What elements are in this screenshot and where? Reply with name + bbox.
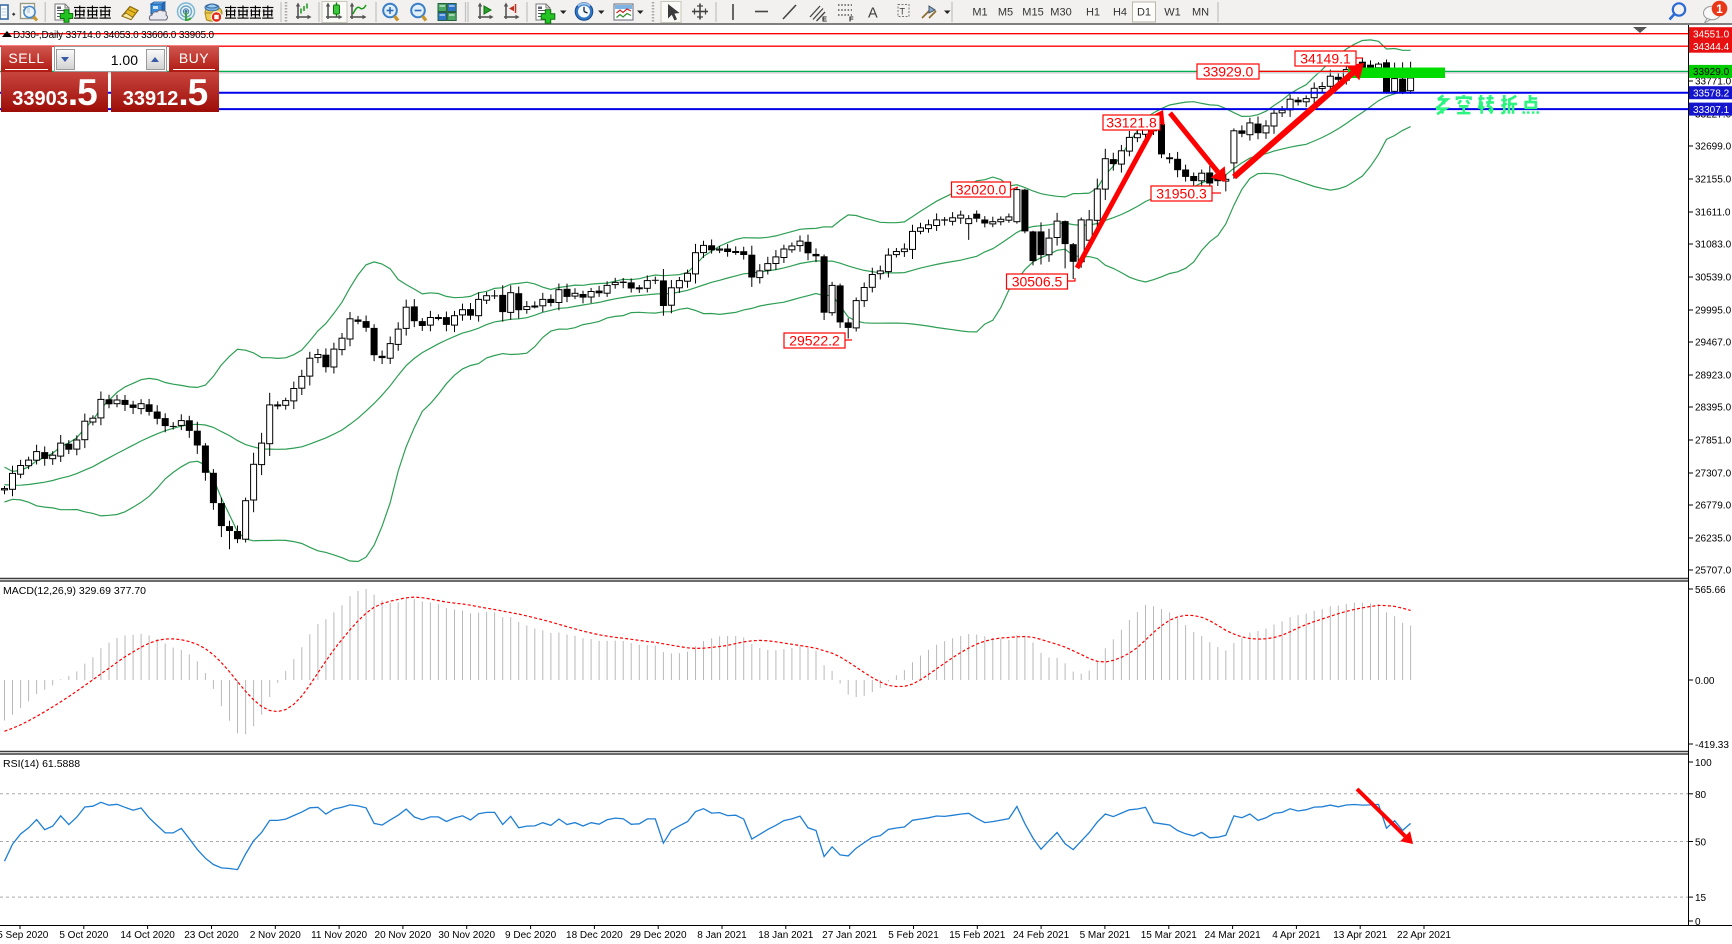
svg-text:34149.1: 34149.1 [1300, 51, 1351, 67]
svg-text:32699.0: 32699.0 [1695, 142, 1732, 153]
svg-text:31611.0: 31611.0 [1695, 208, 1731, 219]
svg-text:33771.0: 33771.0 [1695, 77, 1732, 88]
svg-text:14 Oct 2020: 14 Oct 2020 [120, 930, 175, 941]
svg-text:E: E [822, 15, 827, 24]
svg-text:29 Dec 2020: 29 Dec 2020 [630, 930, 687, 941]
svg-text:22 Apr 2021: 22 Apr 2021 [1397, 930, 1451, 941]
svg-text:H4: H4 [1113, 7, 1127, 19]
svg-text:H1: H1 [1086, 7, 1100, 19]
svg-text:33578.2: 33578.2 [1693, 88, 1730, 99]
svg-text:33307.1: 33307.1 [1693, 105, 1730, 116]
svg-text:25 Sep 2020: 25 Sep 2020 [0, 930, 49, 941]
svg-text:DJ30-,Daily 33714.0 34053.0 3: DJ30-,Daily 33714.0 34053.0 33606.0 3390… [13, 30, 215, 41]
svg-text:29522.2: 29522.2 [789, 333, 840, 349]
svg-text:MACD(12,26,9) 329.69 377.70: MACD(12,26,9) 329.69 377.70 [3, 585, 146, 597]
svg-text:18 Dec 2020: 18 Dec 2020 [566, 930, 623, 941]
svg-text:4 Apr 2021: 4 Apr 2021 [1272, 930, 1321, 941]
svg-text:A: A [868, 6, 878, 22]
svg-text:M5: M5 [998, 7, 1013, 19]
svg-text:24 Feb 2021: 24 Feb 2021 [1013, 930, 1070, 941]
svg-text:0.00: 0.00 [1695, 676, 1715, 687]
svg-text:29995.0: 29995.0 [1695, 306, 1732, 317]
svg-text:26779.0: 26779.0 [1695, 501, 1732, 512]
svg-text:27 Jan 2021: 27 Jan 2021 [822, 930, 877, 941]
svg-text:-419.33: -419.33 [1695, 740, 1729, 751]
svg-text:15 Feb 2021: 15 Feb 2021 [949, 930, 1006, 941]
svg-text:13 Apr 2021: 13 Apr 2021 [1333, 930, 1387, 941]
svg-text:28395.0: 28395.0 [1695, 403, 1732, 414]
svg-text:W1: W1 [1164, 7, 1181, 19]
svg-text:11 Nov 2020: 11 Nov 2020 [311, 930, 367, 941]
svg-text:29467.0: 29467.0 [1695, 338, 1732, 349]
svg-text:27851.0: 27851.0 [1695, 436, 1732, 447]
svg-text:26235.0: 26235.0 [1695, 534, 1732, 545]
svg-text:M1: M1 [972, 7, 987, 19]
svg-text:30506.5: 30506.5 [1012, 274, 1063, 290]
svg-text:T: T [900, 7, 906, 17]
svg-text:8 Jan 2021: 8 Jan 2021 [697, 930, 747, 941]
svg-text:5 Mar 2021: 5 Mar 2021 [1080, 930, 1131, 941]
svg-text:30 Nov 2020: 30 Nov 2020 [438, 930, 495, 941]
svg-text:33929.0: 33929.0 [1203, 64, 1254, 80]
svg-text:5 Feb 2021: 5 Feb 2021 [888, 930, 939, 941]
svg-text:RSI(14) 61.5888: RSI(14) 61.5888 [3, 758, 80, 770]
svg-text:565.66: 565.66 [1695, 585, 1726, 596]
svg-text:28923.0: 28923.0 [1695, 371, 1732, 382]
svg-text:32155.0: 32155.0 [1695, 175, 1732, 186]
svg-text:50: 50 [1695, 838, 1707, 849]
svg-text:15: 15 [1695, 893, 1707, 904]
svg-text:F: F [849, 15, 854, 24]
svg-text:0: 0 [1695, 917, 1701, 928]
svg-text:M15: M15 [1022, 7, 1043, 19]
svg-text:34551.0: 34551.0 [1693, 29, 1730, 40]
svg-text:18 Jan 2021: 18 Jan 2021 [758, 930, 813, 941]
svg-text:34344.4: 34344.4 [1693, 42, 1730, 53]
svg-text:23 Oct 2020: 23 Oct 2020 [184, 930, 239, 941]
svg-text:80: 80 [1695, 790, 1707, 801]
svg-text:25707.0: 25707.0 [1695, 566, 1732, 577]
svg-text:24 Mar 2021: 24 Mar 2021 [1205, 930, 1262, 941]
svg-text:32020.0: 32020.0 [956, 182, 1007, 198]
svg-text:31950.3: 31950.3 [1156, 186, 1207, 202]
svg-text:30539.0: 30539.0 [1695, 273, 1732, 284]
svg-text:33121.8: 33121.8 [1106, 115, 1157, 131]
svg-text:D1: D1 [1137, 7, 1151, 19]
svg-text:MN: MN [1192, 7, 1209, 19]
svg-text:100: 100 [1695, 758, 1712, 769]
svg-text:31083.0: 31083.0 [1695, 240, 1732, 251]
svg-text:9 Dec 2020: 9 Dec 2020 [505, 930, 557, 941]
svg-text:2 Nov 2020: 2 Nov 2020 [250, 930, 302, 941]
svg-text:27307.0: 27307.0 [1695, 469, 1732, 480]
svg-text:15 Mar 2021: 15 Mar 2021 [1141, 930, 1198, 941]
svg-text:33929.0: 33929.0 [1693, 67, 1730, 78]
svg-text:M30: M30 [1050, 7, 1071, 19]
svg-text:5 Oct 2020: 5 Oct 2020 [59, 930, 108, 941]
svg-text:1: 1 [1716, 2, 1723, 16]
svg-text:20 Nov 2020: 20 Nov 2020 [375, 930, 432, 941]
